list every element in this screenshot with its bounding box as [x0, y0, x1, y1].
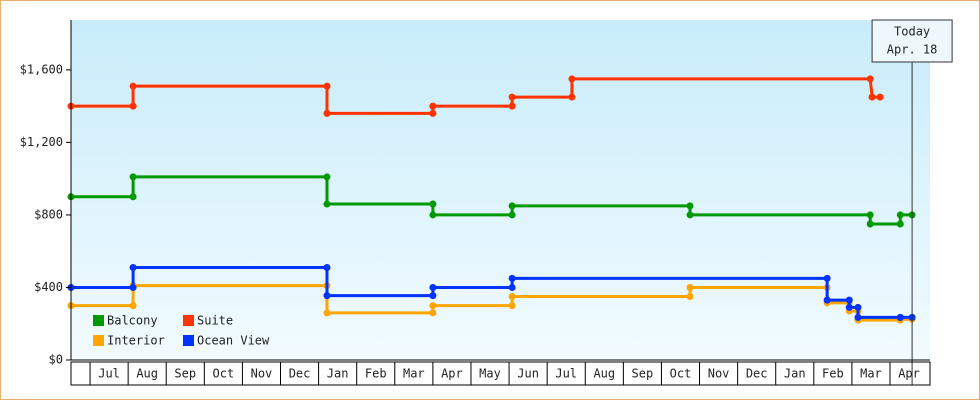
data-point	[508, 274, 516, 282]
x-tick-label: Feb	[822, 367, 844, 381]
x-tick-label: Aug	[136, 367, 158, 381]
data-point	[508, 293, 516, 301]
data-point	[323, 173, 331, 181]
y-tick-label: $1,200	[20, 135, 63, 149]
data-point	[429, 211, 437, 219]
data-point	[508, 93, 516, 101]
x-tick-label: Jul	[555, 367, 577, 381]
legend-swatch	[93, 315, 104, 326]
y-tick-label: $800	[34, 207, 63, 221]
x-tick-label: Mar	[403, 367, 425, 381]
data-point	[129, 264, 137, 272]
legend-label: Balcony	[107, 314, 158, 328]
y-tick-label: $0	[49, 353, 63, 367]
data-point	[129, 193, 137, 201]
data-point	[568, 75, 576, 83]
data-point	[876, 93, 884, 101]
data-point	[686, 283, 694, 291]
data-point	[508, 302, 516, 310]
x-tick-label: Oct	[670, 367, 692, 381]
legend-swatch	[183, 335, 194, 346]
data-point	[868, 93, 876, 101]
data-point	[866, 220, 874, 228]
plot-area	[71, 20, 930, 360]
data-point	[686, 211, 694, 219]
data-point	[429, 292, 437, 300]
data-point	[845, 303, 853, 311]
data-point	[508, 102, 516, 110]
data-point	[508, 283, 516, 291]
y-tick-label: $400	[34, 280, 63, 294]
data-point	[323, 200, 331, 208]
data-point	[429, 309, 437, 317]
x-tick-label: Oct	[213, 367, 235, 381]
data-point	[323, 82, 331, 90]
today-label: Today	[894, 25, 930, 39]
legend-swatch	[183, 315, 194, 326]
data-point	[823, 296, 831, 304]
data-point	[896, 220, 904, 228]
data-point	[845, 296, 853, 304]
data-point	[323, 292, 331, 300]
data-point	[866, 75, 874, 83]
x-tick-label: Dec	[746, 367, 768, 381]
today-label: Apr. 18	[887, 43, 938, 57]
legend-swatch	[93, 335, 104, 346]
data-point	[429, 302, 437, 310]
data-point	[429, 200, 437, 208]
x-tick-label: Sep	[174, 367, 196, 381]
x-tick-label: Sep	[632, 367, 654, 381]
data-point	[508, 202, 516, 210]
data-point	[568, 93, 576, 101]
data-point	[686, 202, 694, 210]
legend-label: Suite	[197, 314, 233, 328]
y-tick-label: $1,600	[20, 62, 63, 76]
x-tick-label: Apr	[441, 367, 463, 381]
axes: $0 $400 $800 $1,200 $1,600 Jul Aug Sep Oct Nov Dec…	[20, 20, 931, 386]
x-tick-label: Nov	[708, 367, 730, 381]
x-tick-label: Jun	[517, 367, 539, 381]
x-tick-label: Feb	[365, 367, 387, 381]
data-point	[323, 309, 331, 317]
data-point	[129, 102, 137, 110]
series-line	[71, 175, 913, 226]
x-axis-band	[70, 361, 931, 386]
data-point	[896, 211, 904, 219]
x-tick-label: Jul	[98, 367, 120, 381]
today-box	[871, 19, 953, 63]
data-point	[854, 303, 862, 311]
legend: Balcony Suite Interior Ocean View	[93, 314, 270, 348]
data-point	[129, 302, 137, 310]
legend-label: Ocean View	[197, 334, 270, 348]
data-point	[866, 211, 874, 219]
data-point	[129, 173, 137, 181]
x-tick-label: Nov	[251, 367, 273, 381]
data-point	[323, 264, 331, 272]
x-tick-label: Dec	[289, 367, 311, 381]
series-line	[71, 77, 881, 115]
data-point	[896, 313, 904, 321]
data-point	[823, 274, 831, 282]
x-tick-label: Jan	[784, 367, 806, 381]
x-tick-label: Jan	[327, 367, 349, 381]
data-point	[686, 293, 694, 301]
marks: Today Apr. 18	[67, 19, 953, 385]
data-point	[429, 283, 437, 291]
x-tick-label: Apr	[898, 367, 920, 381]
data-point	[323, 109, 331, 117]
x-tick-label: Mar	[860, 367, 882, 381]
x-tick-label: May	[479, 367, 501, 381]
data-point	[508, 211, 516, 219]
data-point	[129, 82, 137, 90]
legend-label: Interior	[107, 334, 165, 348]
x-tick-label: Aug	[593, 367, 615, 381]
data-point	[429, 109, 437, 117]
data-point	[429, 102, 437, 110]
data-point	[854, 313, 862, 321]
data-point	[129, 283, 137, 291]
